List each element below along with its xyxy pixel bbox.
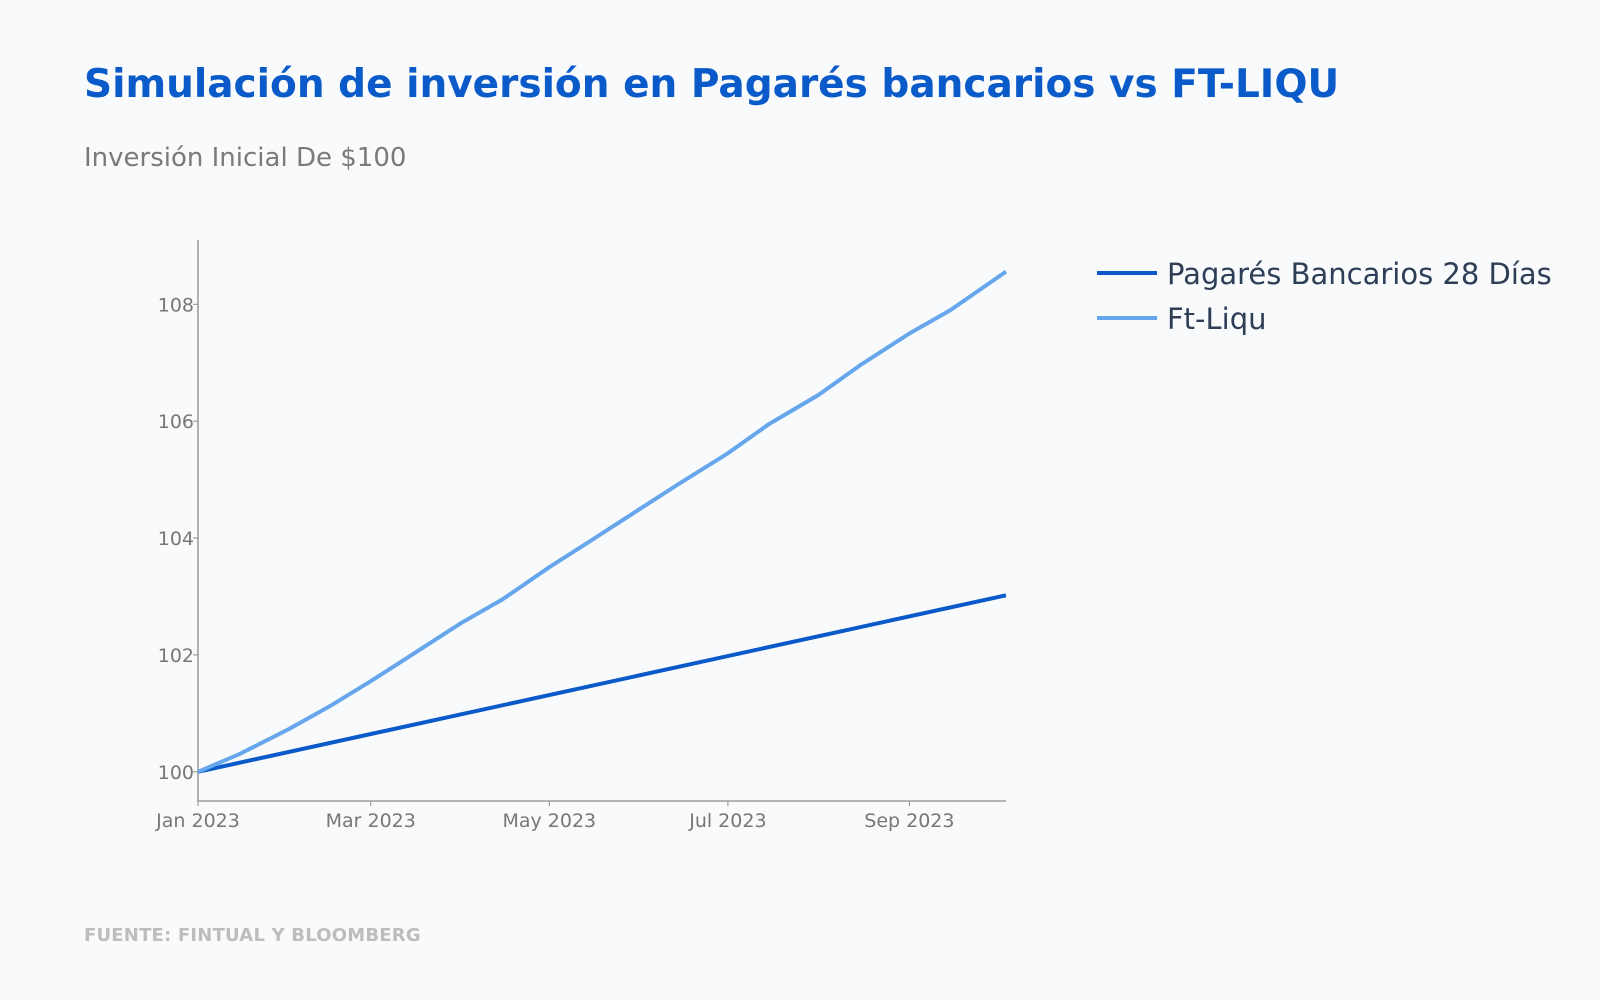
legend-label-pagares: Pagarés Bancarios 28 Días (1167, 257, 1552, 291)
x-tick-label: Sep 2023 (864, 810, 954, 832)
series-line-ftliqu (197, 269, 1008, 774)
y-tick-label: 104 (158, 528, 194, 550)
x-axis-ticks: Jan 2023 Mar 2023 May 2023 Jul 2023 Sep 2023 (155, 801, 955, 832)
y-axis-ticks: 100 102 104 106 108 (158, 294, 198, 784)
y-tick-label: 100 (158, 762, 194, 784)
x-tick-label: Mar 2023 (326, 810, 416, 832)
chart-title: Simulación de inversión en Pagarés banca… (84, 62, 1340, 107)
legend: Pagarés Bancarios 28 Días Ft-Liqu (1097, 257, 1552, 336)
y-tick-label: 108 (158, 294, 194, 316)
x-tick-label: Jan 2023 (155, 810, 240, 832)
legend-label-ftliqu: Ft-Liqu (1167, 302, 1267, 336)
chart-subtitle: Inversión Inicial De $100 (84, 143, 407, 173)
y-tick-label: 106 (158, 411, 194, 433)
x-tick-label: Jul 2023 (688, 810, 766, 832)
series-line-pagares (197, 593, 1007, 774)
y-tick-label: 102 (158, 645, 194, 667)
source-note: FUENTE: FINTUAL Y BLOOMBERG (84, 925, 421, 946)
x-tick-label: May 2023 (502, 810, 596, 832)
series-lines (197, 269, 1008, 774)
